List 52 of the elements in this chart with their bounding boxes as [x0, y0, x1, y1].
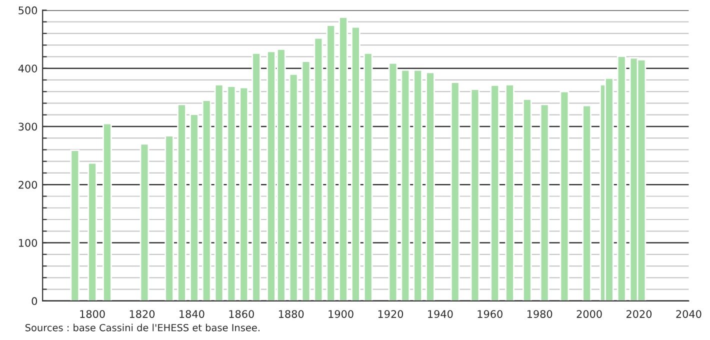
- bar: [140, 143, 150, 301]
- y-tick-label: 300: [18, 122, 38, 131]
- bar: [616, 55, 626, 301]
- bar: [388, 62, 398, 301]
- bar: [560, 90, 570, 301]
- bar: [426, 72, 435, 301]
- x-tick-label: 1880: [278, 310, 304, 318]
- x-tick-label: 1800: [80, 310, 105, 318]
- bar: [326, 24, 336, 301]
- bar: [190, 114, 199, 301]
- x-tick-label: 2000: [576, 310, 602, 318]
- bar: [522, 98, 532, 301]
- bar: [202, 100, 212, 301]
- bar: [70, 150, 80, 301]
- bar: [314, 37, 324, 301]
- x-tick-label: 1920: [378, 310, 404, 318]
- bar: [400, 69, 410, 301]
- x-tick-label: 1840: [180, 310, 204, 318]
- bar: [164, 135, 174, 301]
- x-tick-label: 1900: [328, 310, 354, 318]
- bar: [470, 88, 480, 301]
- x-tick-label: 2040: [676, 310, 702, 318]
- bar: [450, 82, 460, 301]
- bar: [301, 60, 311, 301]
- bar: [505, 84, 514, 301]
- bar: [214, 84, 224, 301]
- bar: [338, 16, 348, 301]
- bar: [413, 69, 423, 301]
- y-tick-label: 500: [18, 6, 38, 14]
- bar: [363, 52, 373, 301]
- x-tick-label: 1820: [130, 310, 155, 318]
- x-tick-label: 1940: [428, 310, 453, 318]
- bar: [239, 86, 249, 301]
- source-note: Sources : base Cassini de l'EHESS et base Insee.: [25, 324, 260, 332]
- x-tick-label: 2020: [626, 310, 652, 318]
- y-tick-label: 0: [32, 297, 38, 306]
- bar: [88, 162, 97, 301]
- y-tick-label: 400: [18, 64, 38, 72]
- bar: [351, 26, 360, 301]
- x-tick-label: 1860: [229, 310, 254, 318]
- bar: [582, 104, 592, 301]
- y-tick-label: 100: [19, 238, 38, 247]
- bar: [177, 104, 186, 301]
- bar: [252, 52, 261, 301]
- bar: [102, 122, 112, 301]
- x-tick-label: 1980: [527, 310, 552, 318]
- y-tick-label: 200: [18, 180, 38, 189]
- x-tick-label: 1960: [478, 310, 502, 318]
- bar: [490, 84, 500, 301]
- bar: [226, 86, 236, 301]
- bar: [288, 73, 298, 301]
- bar: [540, 104, 550, 301]
